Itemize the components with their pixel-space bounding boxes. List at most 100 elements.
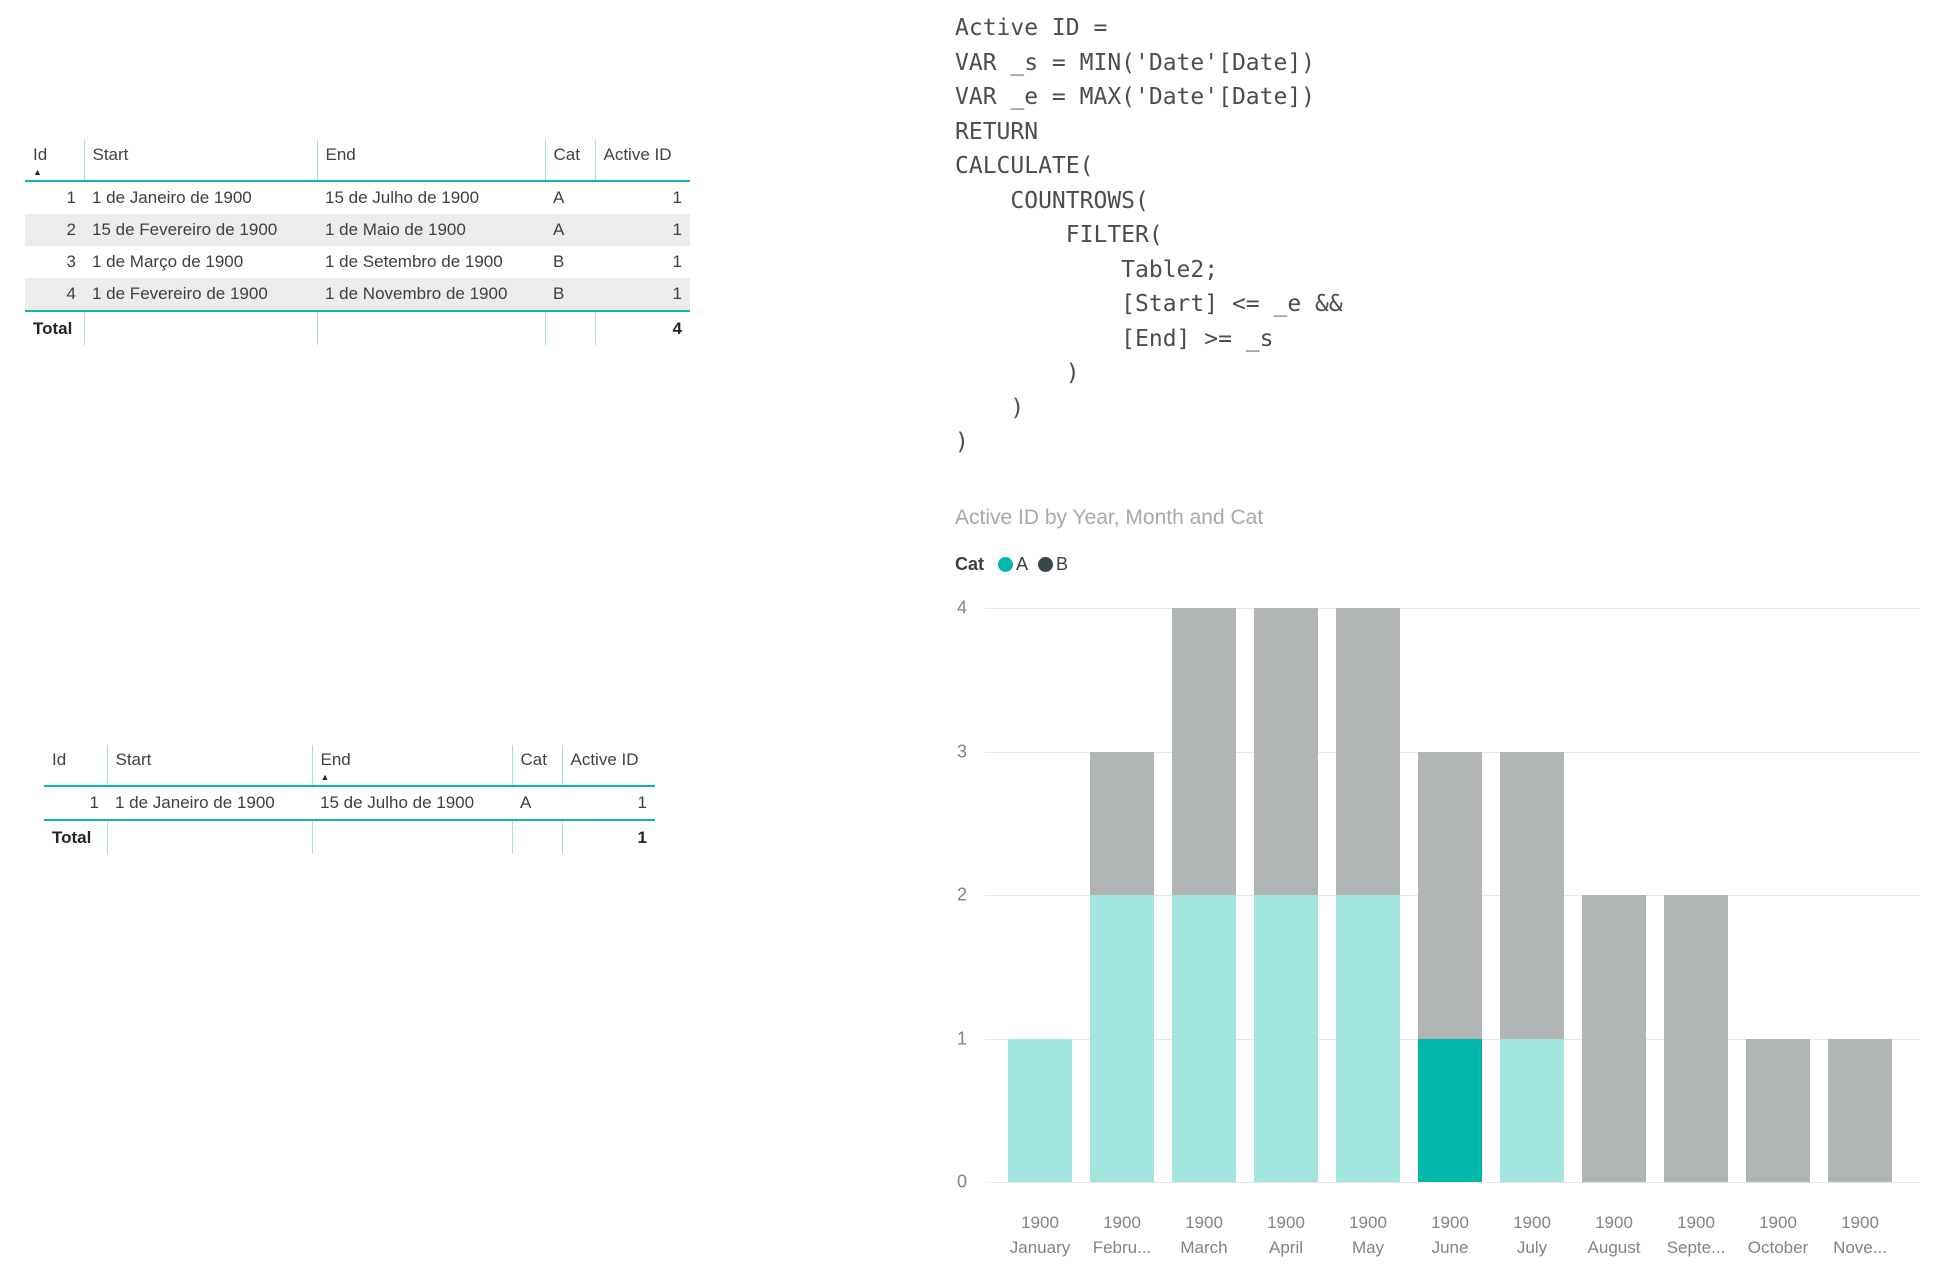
- cell-start: 1 de Fevereiro de 1900: [92, 284, 268, 303]
- legend-item-a[interactable]: A: [998, 554, 1028, 575]
- cell-start: 1 de Janeiro de 1900: [115, 793, 275, 812]
- x-axis-label-march: 1900 March: [1159, 1210, 1249, 1260]
- x-axis-year: 1900: [1431, 1213, 1469, 1232]
- column-header-label: Active ID: [603, 145, 672, 164]
- cell-active-id: 1: [637, 793, 647, 812]
- column-header-label: Id: [52, 750, 67, 769]
- bar-segment-a-may[interactable]: [1336, 895, 1400, 1182]
- cell-id: 2: [66, 220, 76, 239]
- x-axis-label-january: 1900 January: [995, 1210, 1085, 1260]
- x-axis-month: April: [1268, 1238, 1303, 1257]
- bar-segment-b-septe[interactable]: [1664, 895, 1728, 1182]
- x-axis-month: June: [1431, 1238, 1469, 1257]
- cell-id: 1: [66, 188, 76, 207]
- cell-id: 4: [66, 284, 76, 303]
- table-visual-all-ids: Id ▲ Start End Cat Active ID 1 1 de Janeiro de …: [25, 140, 690, 345]
- bar-segment-a-april[interactable]: [1254, 895, 1318, 1182]
- bar-segment-b-march[interactable]: [1172, 608, 1236, 895]
- x-axis-month: Febru...: [1092, 1238, 1152, 1257]
- x-axis-label-may: 1900 May: [1323, 1210, 1413, 1260]
- bar-segment-b-may[interactable]: [1336, 608, 1400, 895]
- x-axis-label-august: 1900 August: [1569, 1210, 1659, 1260]
- column-header-cat[interactable]: Cat: [511, 745, 562, 787]
- total-label: Total: [44, 819, 107, 854]
- x-axis-label-april: 1900 April: [1241, 1210, 1331, 1260]
- y-axis-tick-label: 4: [956, 597, 967, 618]
- dax-measure-code: Active ID = VAR _s = MIN('Date'[Date]) V…: [955, 15, 1343, 455]
- column-header-end[interactable]: End ▲: [311, 745, 512, 787]
- table-row[interactable]: 2 15 de Fevereiro de 1900 1 de Maio de 190…: [25, 214, 690, 246]
- total-empty-cell: [106, 819, 312, 854]
- column-header-label: End: [325, 145, 356, 164]
- x-axis-year: 1900: [1677, 1213, 1715, 1232]
- x-axis-label-febru: 1900 Febru...: [1077, 1210, 1167, 1260]
- column-header-label: Active ID: [570, 750, 639, 769]
- total-value: 4: [594, 310, 690, 345]
- x-axis-year: 1900: [1841, 1213, 1879, 1232]
- column-header-active-id[interactable]: Active ID: [561, 745, 655, 787]
- cell-active-id: 1: [672, 252, 682, 271]
- bar-segment-a-june-highlighted[interactable]: [1418, 1038, 1482, 1182]
- table-row[interactable]: 3 1 de Março de 1900 1 de Setembro de 1900…: [25, 246, 690, 278]
- y-axis-tick-label: 1: [956, 1028, 967, 1048]
- y-axis-tick-label: 2: [956, 884, 967, 905]
- cell-end: 1 de Maio de 1900: [325, 220, 466, 239]
- x-axis-month: October: [1747, 1238, 1809, 1257]
- table-visual-filtered: Id Start End ▲ Cat Active ID 1 1 de Janeiro de …: [44, 745, 655, 854]
- x-axis-month: March: [1180, 1238, 1228, 1257]
- column-header-label: Start: [92, 145, 129, 164]
- x-axis-year: 1900: [1513, 1213, 1551, 1232]
- cell-cat: A: [553, 220, 565, 239]
- bar-segment-b-june[interactable]: [1418, 751, 1482, 1039]
- x-axis-label-nove: 1900 Nove...: [1815, 1210, 1905, 1260]
- x-axis-month: August: [1587, 1238, 1641, 1257]
- legend-item-b[interactable]: B: [1038, 554, 1068, 575]
- cell-start: 1 de Janeiro de 1900: [92, 188, 252, 207]
- total-value: 1: [561, 819, 655, 854]
- column-header-label: Start: [115, 750, 152, 769]
- cell-end: 15 de Julho de 1900: [325, 188, 480, 207]
- bar-segment-a-july[interactable]: [1500, 1038, 1564, 1182]
- cell-id: 1: [89, 793, 99, 812]
- table-row[interactable]: 4 1 de Fevereiro de 1900 1 de Novembro de …: [25, 278, 690, 311]
- gridline-y4: [985, 608, 1920, 609]
- x-axis-year: 1900: [1021, 1213, 1059, 1232]
- cell-end: 1 de Setembro de 1900: [325, 252, 503, 271]
- cell-active-id: 1: [672, 188, 682, 207]
- cell-cat: A: [520, 793, 532, 812]
- x-axis-year: 1900: [1595, 1213, 1633, 1232]
- total-empty-cell: [311, 819, 512, 854]
- column-header-end[interactable]: End: [316, 140, 545, 182]
- total-empty-cell: [83, 310, 317, 345]
- chart-plot-area: [985, 608, 1920, 1183]
- bar-segment-b-july[interactable]: [1500, 751, 1564, 1039]
- x-axis-year: 1900: [1185, 1213, 1223, 1232]
- y-axis-tick-label: 0: [956, 1171, 967, 1192]
- cell-cat: B: [553, 252, 565, 271]
- table-total-row: Total 4: [25, 310, 690, 345]
- table-row[interactable]: 1 1 de Janeiro de 1900 15 de Julho de 1900…: [44, 786, 655, 820]
- bar-segment-b-april[interactable]: [1254, 608, 1318, 895]
- legend-label: A: [1016, 553, 1029, 574]
- column-header-id[interactable]: Id: [44, 745, 107, 787]
- table-row[interactable]: 1 1 de Janeiro de 1900 15 de Julho de 1900…: [25, 181, 690, 214]
- column-header-id[interactable]: Id ▲: [25, 140, 84, 182]
- bar-segment-a-january[interactable]: [1008, 1038, 1072, 1182]
- x-axis-month: Nove...: [1833, 1238, 1887, 1257]
- x-axis-month: July: [1516, 1238, 1548, 1257]
- column-header-active-id[interactable]: Active ID: [594, 140, 690, 182]
- column-header-cat[interactable]: Cat: [544, 140, 595, 182]
- bar-segment-b-august[interactable]: [1582, 895, 1646, 1182]
- bar-segment-a-march[interactable]: [1172, 895, 1236, 1182]
- sort-ascending-icon: ▲: [33, 167, 42, 177]
- chart-legend: Cat A B: [955, 552, 1078, 576]
- bar-segment-b-nove[interactable]: [1828, 1038, 1892, 1182]
- bar-segment-b-febru[interactable]: [1090, 751, 1154, 895]
- bar-segment-a-febru[interactable]: [1090, 895, 1154, 1182]
- table-header-row: Id Start End ▲ Cat Active ID: [44, 745, 655, 787]
- column-header-start[interactable]: Start: [83, 140, 317, 182]
- column-header-label: Cat: [520, 750, 547, 769]
- cell-end: 1 de Novembro de 1900: [325, 284, 508, 303]
- bar-segment-b-october[interactable]: [1746, 1038, 1810, 1182]
- column-header-start[interactable]: Start: [106, 745, 312, 787]
